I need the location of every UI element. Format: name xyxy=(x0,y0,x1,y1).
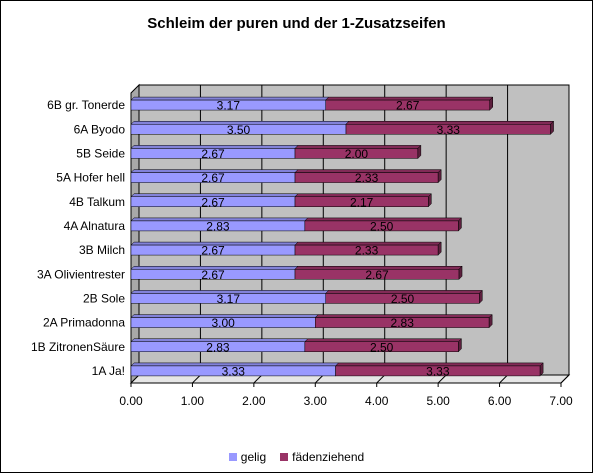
gridline-floor xyxy=(192,374,201,384)
legend-item-faedenziehend: fädenziehend xyxy=(280,450,364,464)
data-label-faedenziehend: 2.50 xyxy=(391,292,415,306)
data-label-faedenziehend: 2.33 xyxy=(355,171,379,185)
data-label-faedenziehend: 2.50 xyxy=(370,340,394,354)
y-tick-label-3b-milch: 3B Milch xyxy=(79,243,125,257)
y-tick-label-4b-talkum: 4B Talkum xyxy=(69,195,125,209)
y-tick-label-1a-ja: 1A Ja! xyxy=(92,364,125,378)
y-tick-label-6a-byodo: 6A Byodo xyxy=(74,122,126,136)
data-label-gelig: 2.67 xyxy=(201,171,225,185)
gridline-floor xyxy=(314,374,324,384)
bar-end-faedenziehend xyxy=(437,168,442,184)
bar-end-faedenziehend xyxy=(458,265,463,280)
y-tick-label-6b-gr-tonerde: 6B gr. Tonerde xyxy=(47,98,125,112)
x-tick-label: 5.00 xyxy=(426,394,450,408)
y-tick-label-5b-seide: 5B Seide xyxy=(76,146,125,160)
gridline-floor xyxy=(437,374,447,384)
data-label-faedenziehend: 2.33 xyxy=(355,244,379,258)
data-label-gelig: 3.00 xyxy=(211,316,235,330)
data-label-gelig: 2.83 xyxy=(206,340,230,354)
data-label-gelig: 2.67 xyxy=(201,195,225,209)
y-tick-label-3a-olivientrester: 3A Olivientrester xyxy=(37,267,125,281)
data-label-faedenziehend: 2.67 xyxy=(365,268,389,282)
bar-end-faedenziehend xyxy=(550,120,554,135)
data-label-gelig: 2.83 xyxy=(206,219,230,233)
data-label-gelig: 2.67 xyxy=(201,244,225,258)
data-label-faedenziehend: 2.00 xyxy=(345,147,369,161)
data-label-gelig: 3.17 xyxy=(217,99,241,113)
bar-end-faedenziehend xyxy=(479,289,483,305)
legend-label-faedenziehend: fädenziehend xyxy=(292,450,365,464)
x-tick-label: 2.00 xyxy=(242,394,266,408)
y-tick-label-1b-zitronens-ure: 1B ZitronenSäure xyxy=(31,340,125,354)
legend-label-gelig: gelig xyxy=(240,450,267,464)
data-label-faedenziehend: 3.33 xyxy=(426,364,450,378)
bar-end-faedenziehend xyxy=(437,241,442,256)
chart-title: Schleim der puren und der 1-Zusatzseifen xyxy=(147,15,446,32)
data-label-faedenziehend: 2.67 xyxy=(396,99,420,113)
bar-end-faedenziehend xyxy=(417,144,422,160)
gridline-floor xyxy=(253,374,263,384)
data-label-gelig: 2.67 xyxy=(201,147,225,161)
gridline-floor xyxy=(560,374,570,384)
data-label-gelig: 3.50 xyxy=(227,123,251,137)
data-label-gelig: 3.17 xyxy=(217,292,241,306)
x-tick-label: 7.00 xyxy=(549,394,573,408)
bar-end-faedenziehend xyxy=(539,362,544,377)
bar-end-faedenziehend xyxy=(458,217,462,232)
data-label-faedenziehend: 3.33 xyxy=(437,123,461,137)
bar-end-faedenziehend xyxy=(489,96,493,111)
y-tick-label-5a-hofer-hell: 5A Hofer hell xyxy=(56,171,125,185)
legend-swatch-faedenziehend xyxy=(280,453,289,461)
x-tick-label: 0.00 xyxy=(119,394,143,408)
bar-end-faedenziehend xyxy=(428,193,432,208)
gridline-floor xyxy=(376,374,386,384)
data-label-gelig: 3.33 xyxy=(222,364,246,378)
chart-legend: gelig fädenziehend xyxy=(0,450,593,464)
gridline-floor xyxy=(499,374,508,384)
x-tick-label: 1.00 xyxy=(181,394,205,408)
bar-end-faedenziehend xyxy=(488,313,493,329)
bar-end-faedenziehend xyxy=(458,338,462,353)
y-tick-label-2b-sole: 2B Sole xyxy=(83,291,125,305)
legend-swatch-gelig xyxy=(228,453,237,461)
data-label-faedenziehend: 2.50 xyxy=(370,219,394,233)
data-label-faedenziehend: 2.17 xyxy=(350,195,374,209)
x-tick-label: 4.00 xyxy=(365,394,389,408)
x-tick-label: 3.00 xyxy=(304,394,328,408)
y-tick-label-4a-alnatura: 4A Alnatura xyxy=(64,219,126,233)
x-tick-label: 6.00 xyxy=(488,394,512,408)
data-label-faedenziehend: 2.83 xyxy=(391,316,415,330)
y-tick-label-2a-primadonna: 2A Primadonna xyxy=(43,316,125,330)
legend-item-gelig: gelig xyxy=(228,450,267,464)
data-label-gelig: 2.67 xyxy=(201,268,225,282)
